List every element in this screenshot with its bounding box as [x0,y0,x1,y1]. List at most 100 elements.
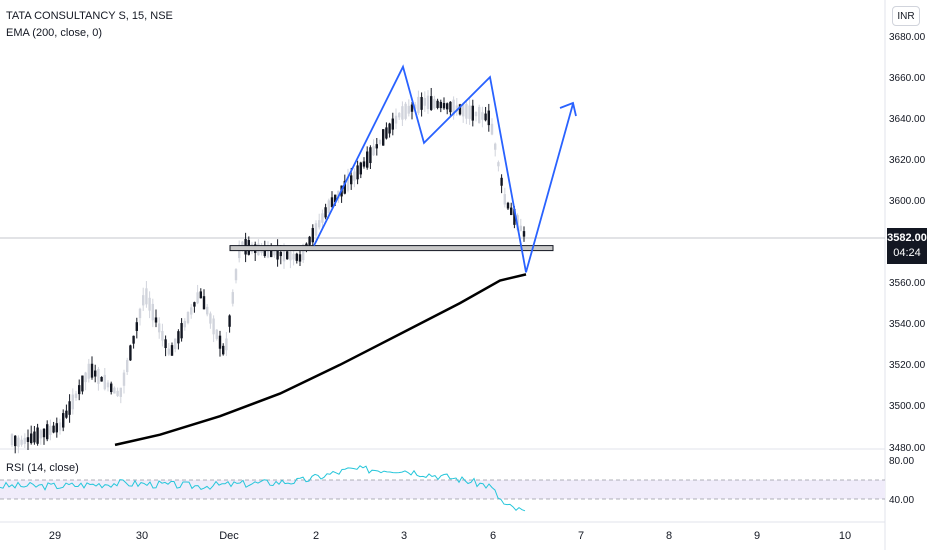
candle-body [318,220,321,228]
rsi-legend[interactable]: RSI (14, close) [6,462,79,474]
candle-body [122,372,126,386]
candle-body [215,329,218,339]
candle-body [433,98,436,109]
candle-body [353,171,356,181]
candle-body [330,197,334,208]
candle-body [314,223,318,236]
candle-body [372,146,375,156]
rsi-band [0,480,885,499]
candle-body [350,175,353,185]
price-tick-label: 3660.00 [889,73,926,84]
candle-countdown: 04:24 [893,247,921,259]
candle-body [199,291,202,299]
candle-body [33,431,36,443]
candle-body [190,307,193,315]
candle-body [193,302,196,307]
candle-body [420,97,423,110]
candle-body [151,303,154,321]
candle-body [366,151,369,168]
candle-body [468,105,471,119]
candle-body [282,247,286,262]
candle-body [110,383,113,393]
price-tick-label: 3520.00 [889,360,926,371]
time-axis[interactable]: 29 30 Dec 2 3 6 7 8 9 10 [49,530,851,542]
candle-body [519,225,522,231]
pattern-drawing[interactable] [313,64,574,273]
candle-body [378,139,382,144]
candle-body [65,410,68,418]
candle-body [490,123,494,135]
candle-body [334,194,337,203]
candle-body [343,180,346,194]
currency-button[interactable]: INR [892,6,920,26]
candle-body [97,368,100,384]
candle-body [295,253,298,261]
candle-body [106,382,110,388]
candle-body [212,318,215,335]
time-tick-label: 30 [136,530,148,542]
candle-body [164,339,167,349]
candle-body [17,437,20,447]
candle-body [481,112,484,120]
candle-body [289,251,292,261]
candle-body [474,112,478,117]
candle-body [458,104,462,115]
ema-legend[interactable]: EMA (200, close, 0) [6,27,102,39]
candle-body [30,433,33,444]
candle-body [449,101,452,113]
candle-body [369,147,372,164]
time-tick-label: 6 [490,530,496,542]
candle-body [270,246,273,258]
candle-body [359,162,362,175]
candle-body [423,97,426,106]
candle-body [414,104,417,109]
last-price-value: 3582.00 [887,232,927,244]
candle-body [266,245,270,258]
candle-body [10,434,14,446]
candle-body [36,427,39,444]
candle-body [487,110,490,126]
candle-body [71,394,74,410]
price-tick-label: 3560.00 [889,278,926,289]
candle-body [68,401,71,415]
candle-body [510,207,513,216]
candle-body [154,317,158,323]
candle-body [298,254,302,262]
candle-body [311,228,314,243]
candle-body [62,413,65,428]
candle-body [196,292,199,304]
price-axis[interactable]: 3680.00 3660.00 3640.00 3620.00 3600.00 3560.… [889,32,926,454]
candle-body [222,345,225,355]
candle-body [442,102,446,109]
candle-body [26,437,30,442]
candle-body [135,322,138,331]
candle-body [167,348,170,355]
candle-body [174,338,177,350]
last-price-label: 3582.00 04:24 [887,228,927,264]
candle-body [177,331,180,344]
candle-body [78,385,81,395]
candle-body [158,323,161,333]
time-tick-label: 2 [313,530,319,542]
candle-body [401,106,404,120]
price-tick-label: 3620.00 [889,155,926,166]
candle-body [455,105,458,112]
candle-body [186,311,190,324]
candle-body [465,103,468,119]
support-zone[interactable] [229,245,554,252]
candle-body [404,103,407,119]
price-tick-label: 3640.00 [889,114,926,125]
candle-body [292,253,295,260]
candle-body [279,251,282,257]
candle-body [23,437,26,444]
candle-body [394,115,398,124]
symbol-legend[interactable]: TATA CONSULTANCY S, 15, NSE [6,10,173,22]
candle-body [52,425,55,433]
candle-body [238,244,241,259]
candle-body [74,393,78,398]
candle-body [42,428,46,438]
rsi-line [0,465,526,512]
candle-body [410,104,414,112]
candle-body [14,435,17,447]
